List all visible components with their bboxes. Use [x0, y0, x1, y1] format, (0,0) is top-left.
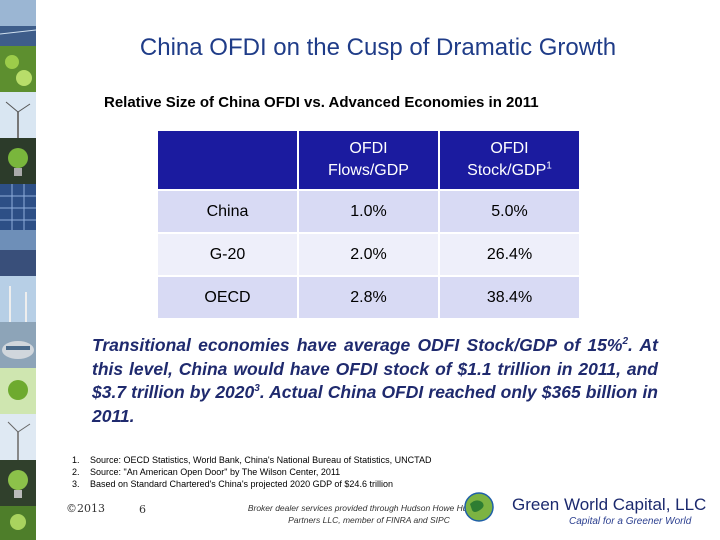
footnote-number: 3.: [72, 479, 80, 489]
paragraph-text: . Actual China OFDI reached only $365 bi…: [92, 382, 658, 426]
paragraph-text: Transitional economies have average ODFI…: [92, 335, 623, 355]
wind-turbine-icon: [0, 92, 36, 138]
solar-panel-icon: [0, 0, 36, 46]
footnote-marker: 1: [546, 160, 552, 172]
leaf-icon: [0, 368, 36, 414]
column-header-line: Flows/GDP: [328, 162, 409, 179]
globe-logo-icon: [464, 492, 494, 522]
copyright: ©2013: [66, 502, 105, 515]
wind-turbine-icon: [0, 414, 36, 460]
leaf-icon: [0, 46, 36, 92]
flows-cell: 2.8%: [297, 275, 440, 320]
page-title: China OFDI on the Cusp of Dramatic Growt…: [139, 34, 617, 61]
footnote-item: 2. Source: "An American Open Door" by The…: [72, 466, 432, 478]
flows-cell: 1.0%: [297, 189, 440, 234]
table-row: China 1.0% 5.0%: [156, 189, 581, 234]
leaf-icon: [0, 506, 36, 540]
stock-cell: 5.0%: [438, 189, 581, 234]
row-label: G-20: [156, 232, 299, 277]
flows-cell: 2.0%: [297, 232, 440, 277]
table-subtitle: Relative Size of China OFDI vs. Advanced…: [104, 94, 539, 111]
summary-paragraph: Transitional economies have average ODFI…: [92, 334, 658, 428]
table-row: G-20 2.0% 26.4%: [156, 232, 581, 277]
paragraph-text: . At this level, China would have OFDI s…: [92, 335, 658, 402]
footnote-text: Source: "An American Open Door" by The W…: [90, 467, 341, 477]
footnote-text: Source: OECD Statistics, World Bank, Chi…: [90, 455, 432, 465]
footnote-marker: 3: [254, 383, 260, 395]
footnote-marker: 2: [622, 336, 629, 348]
footnote-text: Based on Standard Chartered's China's pr…: [90, 479, 393, 489]
footnote-number: 1.: [72, 455, 80, 465]
footnote-item: 3. Based on Standard Chartered's China's …: [72, 478, 432, 490]
broker-disclaimer: Broker dealer services provided through …: [228, 502, 510, 526]
row-label: OECD: [156, 275, 299, 320]
solar-panel-icon: [0, 184, 36, 230]
stock-cell: 38.4%: [438, 275, 581, 320]
column-header-line: Stock/GDP: [467, 162, 547, 179]
ofdi-comparison-table: OFDI Flows/GDP OFDI Stock/GDP1 China 1.0…: [156, 129, 581, 320]
train-icon: [0, 322, 36, 368]
light-bulb-icon: [0, 138, 36, 184]
light-bulb-icon: [0, 460, 36, 506]
disclaimer-line: Broker dealer services provided through …: [247, 503, 491, 513]
page-number: 6: [139, 503, 146, 516]
wind-turbine-icon: [0, 276, 36, 322]
brand-name: Green World Capital, LLC: [512, 495, 707, 514]
row-label: China: [156, 189, 299, 234]
column-header-stock: OFDI Stock/GDP1: [438, 129, 581, 191]
table-header-row: OFDI Flows/GDP OFDI Stock/GDP1: [156, 129, 581, 191]
column-header-line: OFDI: [490, 140, 529, 157]
brand-tagline: Capital for a Greener World: [569, 516, 692, 527]
footnotes: 1. Source: OECD Statistics, World Bank, C…: [72, 454, 432, 490]
column-header-line: OFDI: [349, 140, 388, 157]
table-corner-cell: [156, 129, 299, 191]
solar-panel-icon: [0, 230, 36, 276]
footnote-number: 2.: [72, 467, 80, 477]
disclaimer-line: Partners LLC, member of FINRA and SIPC: [288, 515, 450, 525]
footnote-item: 1. Source: OECD Statistics, World Bank, C…: [72, 454, 432, 466]
stock-cell: 26.4%: [438, 232, 581, 277]
table-row: OECD 2.8% 38.4%: [156, 275, 581, 320]
column-header-flows: OFDI Flows/GDP: [297, 129, 440, 191]
decorative-photo-strip: [0, 0, 36, 540]
